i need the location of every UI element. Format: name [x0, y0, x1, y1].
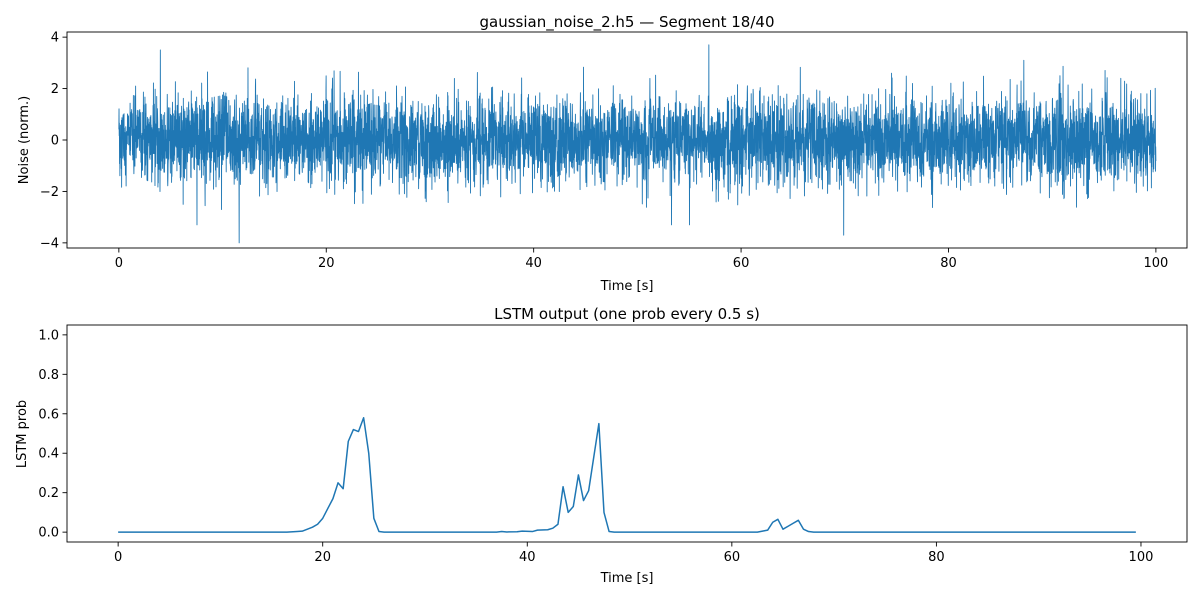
noise-y-tick-label: −4 — [40, 236, 59, 251]
noise-x-tick-label: 20 — [318, 256, 335, 271]
lstm-y-tick-label: 1.0 — [38, 328, 59, 343]
noise-x-ticks: 0 20 40 60 80 100 — [115, 248, 1168, 271]
lstm-x-ticks: 0 20 40 60 80 100 — [114, 542, 1153, 565]
noise-series-line — [118, 44, 1157, 244]
lstm-plot-area — [118, 416, 1136, 533]
lstm-panel: LSTM output (one prob every 0.5 s) 0 20 40… — [15, 305, 1188, 586]
noise-y-tick-label: 0 — [51, 134, 59, 149]
lstm-x-axis-label: Time [s] — [600, 571, 654, 586]
lstm-x-tick-label: 100 — [1129, 550, 1154, 565]
noise-x-tick-label: 100 — [1143, 256, 1168, 271]
noise-x-tick-label: 60 — [733, 256, 750, 271]
lstm-prob-line — [118, 416, 1136, 533]
lstm-y-tick-label: 0.2 — [38, 486, 59, 501]
noise-x-tick-label: 0 — [115, 256, 123, 271]
lstm-x-tick-label: 60 — [724, 550, 741, 565]
noise-y-ticks: −4 −2 0 2 4 — [40, 31, 67, 251]
noise-y-axis-label: Noise (norm.) — [17, 96, 32, 184]
noise-x-tick-label: 80 — [940, 256, 957, 271]
noise-y-tick-label: 2 — [51, 82, 59, 97]
noise-x-axis-label: Time [s] — [600, 279, 654, 294]
lstm-y-tick-label: 0.8 — [38, 368, 59, 383]
lstm-chart-title: LSTM output (one prob every 0.5 s) — [494, 305, 760, 323]
lstm-y-axis-label: LSTM prob — [15, 400, 30, 468]
lstm-x-tick-label: 20 — [314, 550, 331, 565]
noise-y-tick-label: −2 — [40, 185, 59, 200]
lstm-x-tick-label: 40 — [519, 550, 536, 565]
noise-panel: gaussian_noise_2.h5 — Segment 18/40 0 20 4… — [17, 13, 1188, 294]
lstm-y-tick-label: 0.4 — [38, 447, 59, 462]
lstm-y-tick-label: 0.6 — [38, 407, 59, 422]
lstm-x-tick-label: 80 — [928, 550, 945, 565]
lstm-y-tick-label: 0.0 — [38, 526, 59, 541]
lstm-axes-frame — [66, 324, 1188, 543]
lstm-x-tick-label: 0 — [114, 550, 122, 565]
noise-y-tick-label: 4 — [51, 31, 59, 46]
noise-plot-area — [118, 44, 1157, 244]
noise-x-tick-label: 40 — [525, 256, 542, 271]
noise-chart-title: gaussian_noise_2.h5 — Segment 18/40 — [479, 13, 774, 32]
lstm-y-ticks: 0.0 0.2 0.4 0.6 0.8 1.0 — [38, 328, 67, 541]
